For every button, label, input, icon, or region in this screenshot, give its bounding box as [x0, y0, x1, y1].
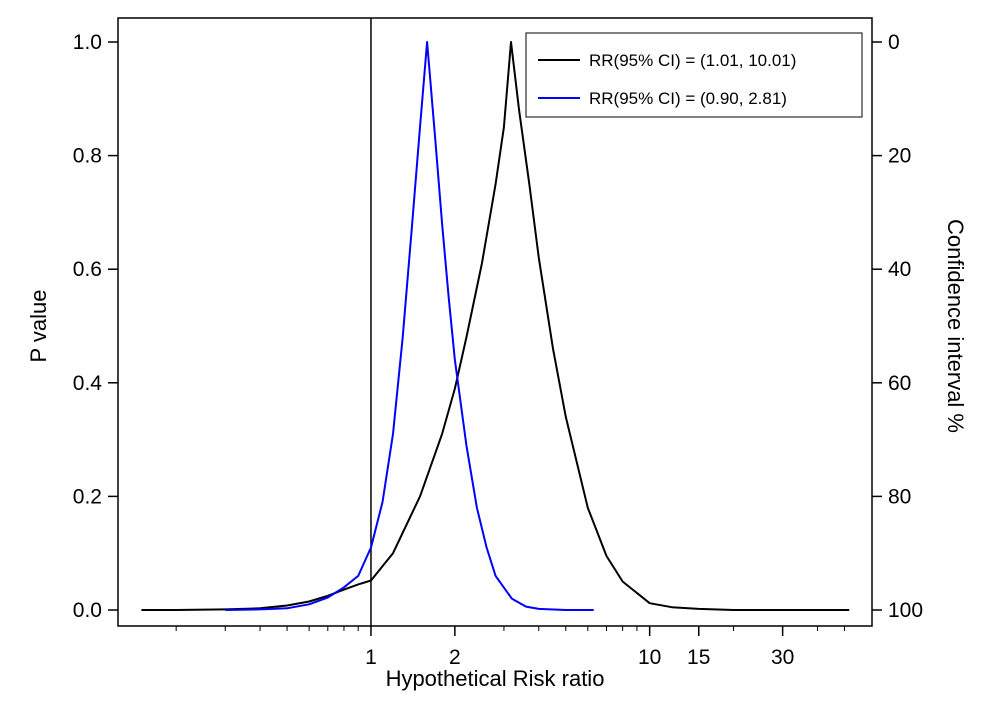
y-axis-label: P value [26, 290, 51, 363]
legend-label-series-2: RR(95% CI) = (0.90, 2.81) [589, 89, 787, 108]
legend-box [525, 32, 863, 118]
x-axis-label: Hypothetical Risk ratio [386, 666, 605, 691]
y2-tick-label-4: 80 [888, 485, 911, 508]
series-layer [141, 41, 850, 611]
series-line-2 [225, 41, 594, 611]
axes-layer: 0.0 0.2 0.4 0.6 0.8 1.0 0 20 40 60 80 100 1 2 10 15 30 [73, 31, 923, 669]
y-tick-label-1: 0.2 [73, 485, 102, 508]
y-tick-label-5: 1.0 [73, 31, 102, 54]
plot-frame [117, 17, 873, 627]
y2-tick-label-5: 100 [888, 599, 923, 622]
x-tick-label-0: 1 [365, 646, 377, 669]
y2-tick-label-0: 0 [888, 31, 900, 54]
y2-axis-label: Confidence interval % [943, 219, 968, 433]
y-tick-label-0: 0.0 [73, 599, 102, 622]
x-tick-label-1: 2 [449, 646, 461, 669]
y-tick-label-3: 0.6 [73, 258, 102, 281]
y-tick-label-4: 0.8 [73, 145, 102, 168]
y-tick-label-2: 0.4 [73, 372, 103, 395]
legend: RR(95% CI) = (1.01, 10.01) RR(95% CI) = … [525, 32, 863, 118]
x-tick-label-3: 15 [687, 646, 710, 669]
x-tick-label-2: 10 [638, 646, 661, 669]
x-tick-label-4: 30 [771, 646, 794, 669]
legend-label-series-1: RR(95% CI) = (1.01, 10.01) [589, 51, 796, 70]
series-line-1 [141, 41, 850, 611]
y2-tick-label-3: 60 [888, 372, 911, 395]
y2-tick-label-1: 20 [888, 145, 911, 168]
y2-tick-label-2: 40 [888, 258, 911, 281]
